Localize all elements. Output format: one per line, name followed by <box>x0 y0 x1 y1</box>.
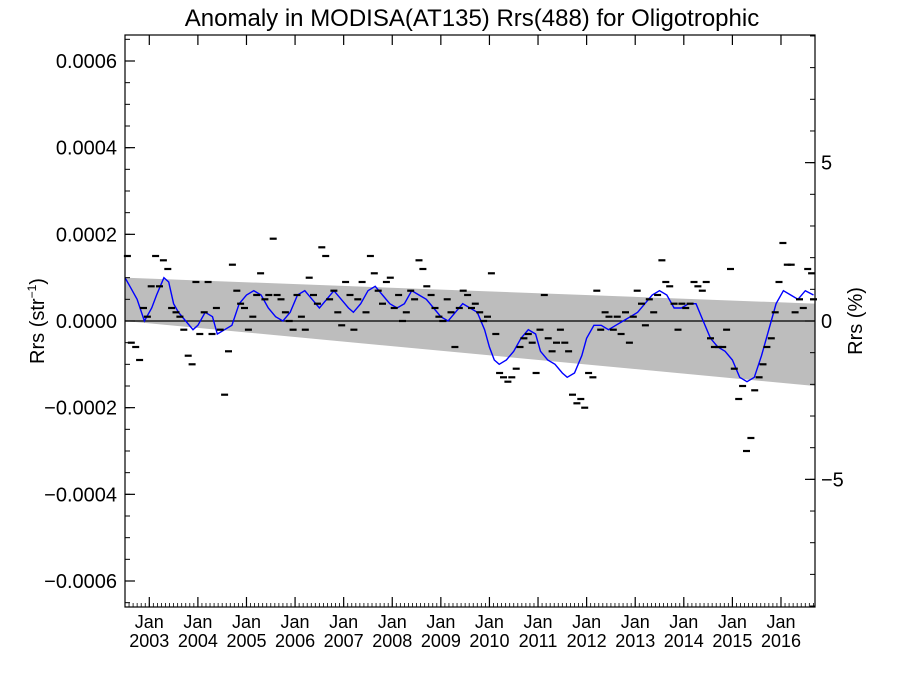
left-tick-label: −0.0002 <box>44 398 117 420</box>
right-axis: 5 0 −5 <box>805 35 844 607</box>
x-tick-year: 2005 <box>226 631 266 651</box>
x-tick-year: 2014 <box>664 631 704 651</box>
x-tick-year: 2015 <box>712 631 752 651</box>
right-tick-label: 0 <box>821 311 832 333</box>
right-tick-label: 5 <box>821 153 832 175</box>
x-tick-month: Jan <box>183 612 212 632</box>
x-tick-month: Jan <box>281 612 310 632</box>
x-tick-year: 2016 <box>761 631 801 651</box>
left-tick-label: −0.0004 <box>44 484 117 506</box>
monthly-points-layer <box>123 237 817 453</box>
x-tick-year: 2012 <box>567 631 607 651</box>
x-tick-year: 2010 <box>469 631 509 651</box>
x-axis: Jan2003Jan2004Jan2005Jan2006Jan2007Jan20… <box>124 35 814 651</box>
x-tick-month: Jan <box>524 612 553 632</box>
left-tick-label: −0.0006 <box>44 571 117 593</box>
left-axis-label: Rrs (str−1) <box>25 278 49 364</box>
x-tick-month: Jan <box>426 612 455 632</box>
chart-title: Anomaly in MODISA(AT135) Rrs(488) for Ol… <box>185 5 759 32</box>
left-axis: 0.0006 0.0004 0.0002 0.0000 −0.0002 −0.0004 −0… <box>44 38 135 604</box>
x-tick-month: Jan <box>718 612 747 632</box>
left-tick-label: 0.0004 <box>56 138 117 160</box>
x-tick-year: 2008 <box>372 631 412 651</box>
x-tick-month: Jan <box>232 612 261 632</box>
x-tick-month: Jan <box>766 612 795 632</box>
x-tick-month: Jan <box>378 612 407 632</box>
x-tick-year: 2006 <box>275 631 315 651</box>
x-tick-month: Jan <box>572 612 601 632</box>
right-tick-label: −5 <box>821 469 844 491</box>
left-tick-label: 0.0006 <box>56 51 117 73</box>
x-tick-month: Jan <box>475 612 504 632</box>
x-tick-year: 2007 <box>324 631 364 651</box>
x-tick-month: Jan <box>329 612 358 632</box>
x-tick-year: 2013 <box>615 631 655 651</box>
x-tick-year: 2009 <box>421 631 461 651</box>
right-axis-label: Rrs (%) <box>845 287 867 355</box>
left-tick-label: 0.0002 <box>56 224 117 246</box>
left-tick-label: 0.0000 <box>56 311 117 333</box>
x-tick-month: Jan <box>621 612 650 632</box>
x-tick-month: Jan <box>135 612 164 632</box>
x-tick-month: Jan <box>669 612 698 632</box>
x-tick-year: 2011 <box>519 631 558 651</box>
x-tick-year: 2004 <box>178 631 218 651</box>
x-tick-year: 2003 <box>129 631 169 651</box>
